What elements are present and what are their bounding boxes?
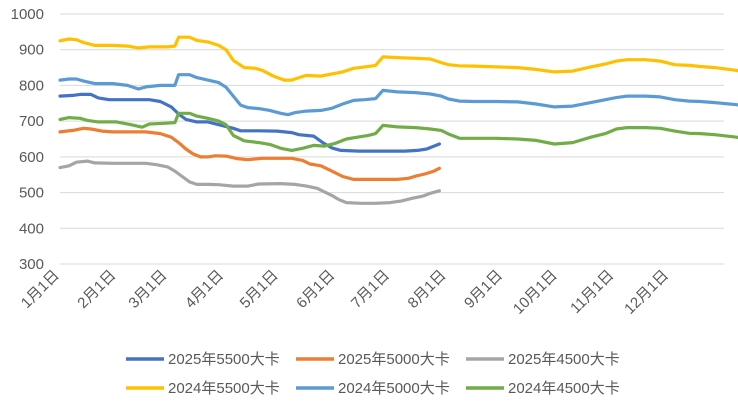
- x-tick-label: 9月1日: [461, 267, 506, 312]
- legend-entry: 2024年4500大卡: [508, 380, 620, 397]
- legend-entry: 2024年5500大卡: [168, 380, 280, 397]
- legend: 2025年5500大卡 2025年5000大卡 2025年4500大卡 2024年55…: [126, 351, 620, 397]
- grid-lines: [60, 13, 724, 265]
- x-tick-label: 8月1日: [405, 267, 450, 312]
- y-tick-label: 800: [19, 77, 44, 94]
- x-tick-label: 6月1日: [293, 267, 338, 312]
- y-tick-label: 300: [19, 256, 44, 273]
- x-tick-label: 5月1日: [237, 267, 282, 312]
- x-tick-label: 12月1日: [621, 267, 672, 318]
- y-tick-label: 600: [19, 149, 44, 166]
- legend-entry: 2025年4500大卡: [508, 351, 620, 368]
- x-tick-label: 1月1日: [18, 267, 63, 312]
- series-line-5: [58, 111, 738, 152]
- series-line-1: [58, 126, 441, 181]
- series-line-2: [58, 159, 441, 205]
- y-axis-ticks: 300 400 500 600 700 800 900 1000: [11, 6, 44, 273]
- x-tick-label: 7月1日: [348, 267, 393, 312]
- series-lines: [58, 35, 738, 205]
- legend-entry: 2025年5000大卡: [338, 351, 450, 368]
- series-line-4: [58, 73, 738, 117]
- y-tick-label: 700: [19, 113, 44, 130]
- x-tick-label: 2月1日: [74, 267, 119, 312]
- x-axis-ticks: 1月1日 2月1日 3月1日 4月1日 5月1日 6月1日 7月1日 8月1日 9月1日 10月1…: [18, 267, 672, 318]
- x-tick-label: 11月1日: [567, 267, 617, 317]
- legend-entry: 2025年5500大卡: [168, 351, 280, 368]
- y-tick-label: 500: [19, 185, 44, 202]
- y-tick-label: 1000: [11, 6, 44, 23]
- x-tick-label: 10月1日: [510, 267, 561, 318]
- series-line-0: [58, 92, 441, 153]
- y-tick-label: 900: [19, 42, 44, 59]
- series-line-3: [58, 35, 738, 82]
- y-tick-label: 400: [19, 220, 44, 237]
- legend-entry: 2024年5000大卡: [338, 380, 450, 397]
- x-tick-label: 3月1日: [125, 267, 170, 312]
- x-tick-label: 4月1日: [182, 267, 227, 312]
